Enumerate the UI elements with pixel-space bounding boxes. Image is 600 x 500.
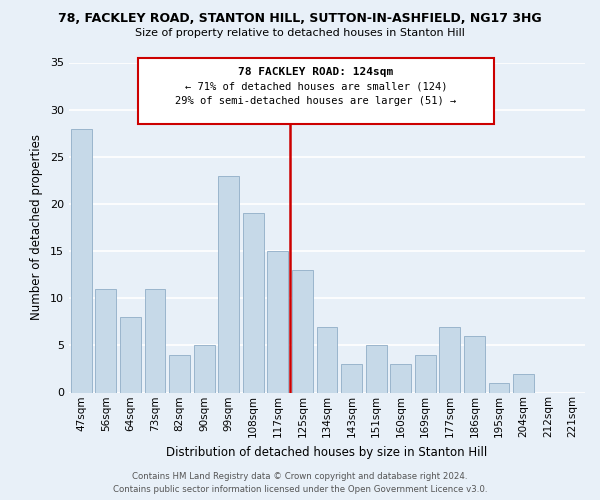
Text: 78 FACKLEY ROAD: 124sqm: 78 FACKLEY ROAD: 124sqm (238, 67, 394, 77)
Bar (194, 346, 215, 393)
Bar (513, 374, 534, 392)
Bar (464, 336, 485, 392)
Text: Contains HM Land Registry data © Crown copyright and database right 2024.
Contai: Contains HM Land Registry data © Crown c… (113, 472, 487, 494)
Y-axis label: Number of detached properties: Number of detached properties (30, 134, 43, 320)
Bar (268, 251, 289, 392)
Bar (169, 355, 190, 393)
Text: 29% of semi-detached houses are larger (51) →: 29% of semi-detached houses are larger (… (175, 96, 457, 106)
Bar (71, 128, 92, 392)
X-axis label: Distribution of detached houses by size in Stanton Hill: Distribution of detached houses by size … (166, 446, 488, 458)
Text: 78, FACKLEY ROAD, STANTON HILL, SUTTON-IN-ASHFIELD, NG17 3HG: 78, FACKLEY ROAD, STANTON HILL, SUTTON-I… (58, 12, 542, 26)
Text: Size of property relative to detached houses in Stanton Hill: Size of property relative to detached ho… (135, 28, 465, 38)
Bar (120, 317, 141, 392)
Bar (439, 326, 460, 392)
Bar (145, 289, 166, 393)
Bar (292, 270, 313, 392)
Bar (243, 214, 264, 392)
Bar (415, 355, 436, 393)
Text: ← 71% of detached houses are smaller (124): ← 71% of detached houses are smaller (12… (185, 82, 447, 92)
Bar (317, 326, 337, 392)
Bar (488, 383, 509, 392)
Bar (218, 176, 239, 392)
Bar (390, 364, 411, 392)
Bar (365, 346, 386, 393)
Bar (95, 289, 116, 393)
FancyBboxPatch shape (138, 58, 494, 124)
Bar (341, 364, 362, 392)
